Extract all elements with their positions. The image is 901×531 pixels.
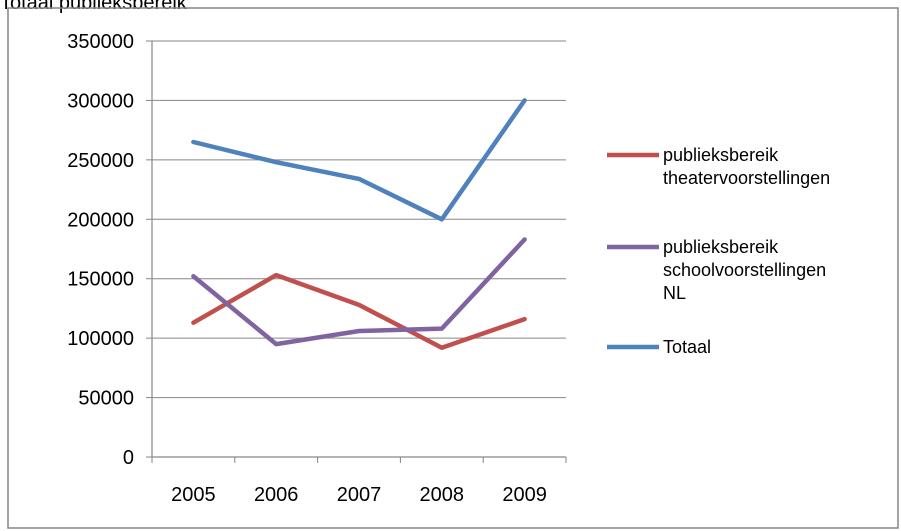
y-tick-label: 0 <box>123 447 134 469</box>
x-tick-label: 2009 <box>502 484 547 506</box>
x-tick-label: 2006 <box>254 484 299 506</box>
y-tick-label: 350000 <box>67 31 134 53</box>
legend-label: NL <box>663 283 686 303</box>
y-tick-label: 100000 <box>67 328 134 350</box>
chart-title: Totaal publieksbereik <box>0 0 187 14</box>
legend-label: theatervoorstellingen <box>663 168 830 188</box>
legend-label: schoolvoorstellingen <box>663 260 826 280</box>
axes: 0 50000 100000 150000 200000 250000 300000 3500… <box>67 31 567 506</box>
series-line <box>191 98 527 222</box>
series-lines <box>191 98 527 350</box>
x-tick-label: 2007 <box>337 484 382 506</box>
legend: publieksbereik theatervoorstellingen publi… <box>607 145 830 357</box>
y-tick-label: 50000 <box>78 388 134 410</box>
series-line <box>191 272 527 350</box>
legend-label: publieksbereik <box>663 237 779 257</box>
y-tick-label: 200000 <box>67 209 134 231</box>
legend-label: publieksbereik <box>663 145 779 165</box>
x-tick-label: 2005 <box>171 484 216 506</box>
y-tick-label: 150000 <box>67 269 134 291</box>
y-tick-label: 250000 <box>67 150 134 172</box>
x-tick-label: 2008 <box>420 484 465 506</box>
y-tick-label: 300000 <box>67 90 134 112</box>
series-line <box>191 237 527 347</box>
chart-border <box>7 7 899 529</box>
gridlines <box>152 40 566 399</box>
legend-label: Totaal <box>663 337 711 357</box>
